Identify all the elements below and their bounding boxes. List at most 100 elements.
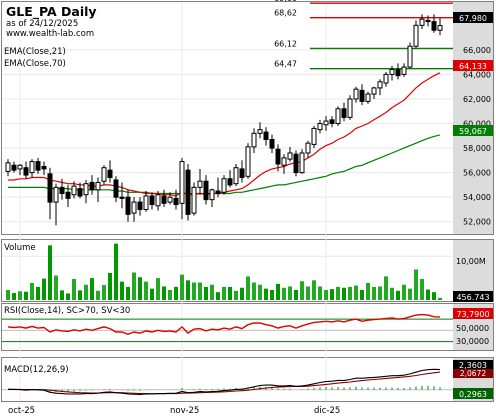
candle-body: [407, 45, 413, 68]
volume-bar: [384, 276, 388, 300]
macd-signal-badge: 2,0672: [453, 369, 493, 378]
volume-bar: [342, 287, 346, 300]
candle-body: [53, 186, 59, 203]
candle-body: [29, 161, 35, 174]
candle: [215, 177, 221, 198]
candle: [125, 189, 131, 222]
volume-bar: [186, 280, 190, 300]
candle: [35, 157, 41, 174]
volume-bar: [162, 286, 166, 300]
volume-axis-strip: [453, 240, 493, 301]
candle-body: [23, 167, 29, 176]
level-label: 69,80: [274, 0, 297, 3]
candle: [107, 160, 113, 183]
candle-body: [89, 181, 95, 191]
volume-bar: [426, 289, 430, 300]
candle-body: [173, 197, 179, 206]
candlesticks: [5, 14, 443, 226]
candle-body: [401, 66, 407, 75]
candle: [143, 191, 149, 212]
candle: [341, 102, 347, 122]
ema21-badge: 64,133: [453, 60, 493, 71]
candle-body: [311, 127, 317, 145]
rsi-label: RSI(Close,14), SC>70, SV<30: [4, 306, 130, 316]
volume-bar: [264, 288, 268, 300]
volume-bar: [438, 297, 442, 300]
volume-bar: [42, 278, 46, 300]
candle: [83, 179, 89, 204]
candle-body: [113, 179, 119, 198]
candle-body: [5, 162, 11, 172]
volume-label: Volume: [4, 243, 36, 253]
candle-body: [11, 164, 17, 171]
candle: [233, 164, 239, 187]
candle-body: [131, 201, 137, 214]
volume-bar: [66, 293, 70, 300]
candle-body: [203, 180, 209, 201]
macd-signal-value: 2,0672: [460, 369, 486, 378]
last-price-badge: 67,980: [453, 12, 493, 23]
volume-bar: [198, 282, 202, 300]
candle-body: [359, 89, 365, 102]
candle-body: [95, 181, 101, 191]
candle: [245, 143, 251, 179]
volume-bar: [96, 290, 100, 300]
volume-bar: [354, 285, 358, 300]
candle-body: [209, 189, 215, 201]
candle-body: [233, 167, 239, 185]
price-tick-label: 54,000: [463, 193, 491, 202]
candle-body: [389, 69, 395, 75]
volume-bar: [174, 286, 178, 300]
candle-body: [281, 157, 287, 166]
volume-last-badge: 456.743: [453, 291, 493, 302]
volume-bar: [150, 288, 154, 300]
candle: [5, 159, 11, 177]
volume-bars: [2, 243, 453, 300]
candle-body: [269, 138, 275, 149]
candle-body: [299, 152, 305, 174]
volume-bar: [222, 286, 226, 300]
price-panel-frame: [1, 1, 494, 235]
candle-body: [167, 196, 173, 203]
candle: [179, 157, 185, 220]
volume-bar: [36, 286, 40, 300]
x-tick-label: dic-25: [314, 406, 340, 416]
volume-bar: [138, 277, 142, 300]
level-label: 66,12: [274, 39, 297, 48]
volume-bar: [228, 286, 232, 300]
volume-bar: [432, 292, 436, 300]
volume-bar: [348, 286, 352, 300]
candle: [71, 181, 77, 199]
candle: [251, 128, 257, 153]
ema21-last-value: 64,133: [459, 62, 487, 71]
candle-body: [377, 81, 383, 89]
candle: [65, 184, 71, 207]
x-tick-label: oct-25: [8, 406, 35, 416]
candle: [407, 42, 413, 69]
candle-body: [35, 161, 41, 171]
volume-bar: [252, 282, 256, 300]
volume-bar: [72, 279, 76, 300]
volume-bar: [276, 283, 280, 300]
candle-body: [71, 185, 77, 196]
candle-body: [119, 196, 125, 199]
candle: [419, 14, 425, 30]
candle-body: [431, 21, 437, 31]
macd-signal-line: [8, 371, 441, 395]
volume-bar: [336, 286, 340, 300]
legend-ema70: EMA(Close,70): [4, 59, 66, 69]
candle-body: [323, 120, 329, 126]
candle-body: [125, 196, 131, 215]
volume-bar: [360, 289, 364, 300]
candle: [239, 160, 245, 183]
grid-lines: [2, 2, 453, 401]
candle-body: [143, 195, 149, 210]
volume-bar: [282, 287, 286, 300]
rsi-tick-50: 50,0000: [456, 324, 489, 333]
rsi-series: [2, 313, 453, 343]
candle: [401, 63, 407, 77]
volume-bar: [312, 280, 316, 300]
candle-body: [149, 195, 155, 206]
volume-bar: [318, 286, 322, 300]
volume-bar: [114, 243, 118, 300]
